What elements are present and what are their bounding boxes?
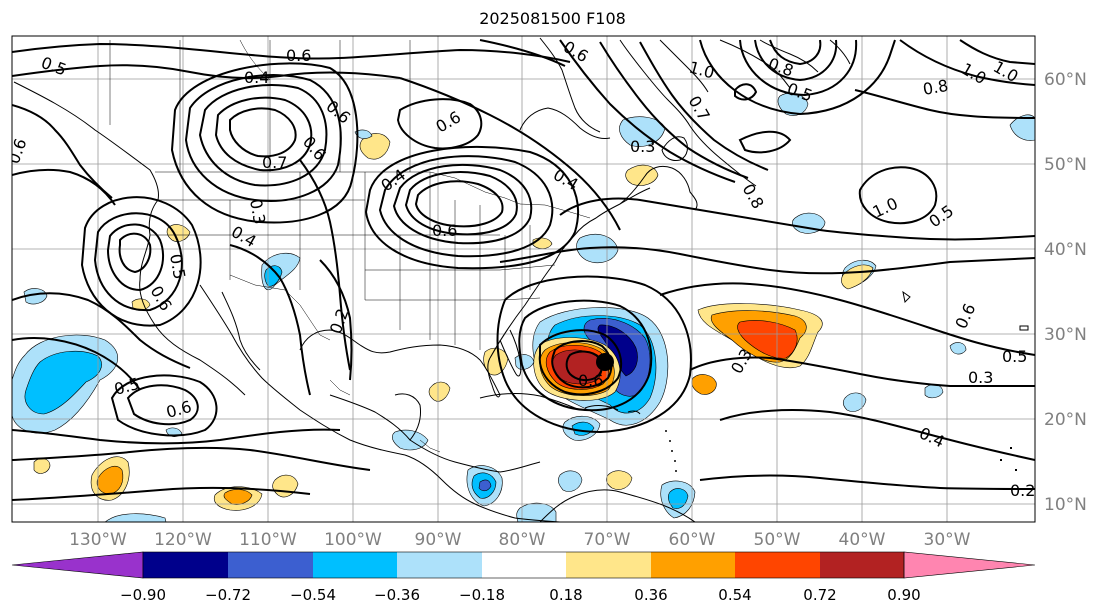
contour-label: 0.8 xyxy=(921,76,949,99)
colorbar-tick-label: 0.18 xyxy=(549,586,582,604)
contour-label: 0.7 xyxy=(262,153,287,172)
colorbar-tick-label: −0.54 xyxy=(290,586,336,604)
colorbar-swatch xyxy=(566,552,651,578)
blue-anomaly-region xyxy=(24,350,102,415)
blue-anomaly-region xyxy=(949,342,967,355)
colorbar xyxy=(11,551,1036,579)
red-anomaly-region xyxy=(359,133,391,160)
blue-anomaly-region xyxy=(558,470,583,492)
colorbar-tick-labels: −0.90 −0.72 −0.54 −0.36 −0.18 0.18 0.36 … xyxy=(120,586,921,604)
lon-label: 30°W xyxy=(924,530,971,550)
map-frame xyxy=(11,35,1036,523)
contour-label: 0.6 xyxy=(286,46,311,65)
lat-label: 40°N xyxy=(1044,240,1087,260)
blue-anomaly-region xyxy=(264,265,283,287)
lon-label: 50°W xyxy=(754,530,801,550)
longitude-labels: 130°W 120°W 110°W 100°W 90°W 80°W 70°W 6… xyxy=(69,530,971,550)
blue-anomaly-region xyxy=(478,479,492,492)
lon-label: 80°W xyxy=(499,530,546,550)
colorbar-swatch xyxy=(143,552,228,578)
lon-label: 70°W xyxy=(584,530,631,550)
colorbar-swatch xyxy=(820,552,904,578)
blue-anomaly-region xyxy=(104,513,167,522)
blue-anomaly-region xyxy=(842,392,867,412)
colorbar-swatch xyxy=(313,552,397,578)
storm-center-marker xyxy=(596,353,614,371)
lat-label: 20°N xyxy=(1044,410,1087,430)
lon-label: 130°W xyxy=(69,530,127,550)
blue-anomaly-region xyxy=(516,502,557,522)
contour-label: 0.3 xyxy=(630,137,655,156)
red-anomaly-region xyxy=(96,466,124,495)
red-anomaly-region xyxy=(223,489,253,505)
blue-anomaly-region xyxy=(668,488,689,509)
colorbar-tick-label: −0.72 xyxy=(205,586,251,604)
lon-label: 100°W xyxy=(324,530,382,550)
colorbar-swatch xyxy=(735,552,820,578)
lon-label: 110°W xyxy=(239,530,297,550)
colorbar-swatch xyxy=(651,552,735,578)
lon-label: 40°W xyxy=(839,530,886,550)
latitude-labels: 60°N 50°N 40°N 30°N 20°N 10°N xyxy=(1044,70,1087,515)
contour-lines xyxy=(12,39,1035,501)
colorbar-extend-high xyxy=(903,551,1036,579)
blue-anomaly-region xyxy=(354,129,373,139)
colorbar-frame xyxy=(142,551,905,579)
contour-label: 0.3 xyxy=(246,197,269,225)
lat-label: 30°N xyxy=(1044,325,1087,345)
map-area: 0.5 0.6 0.4 0.6 0.7 0.6 0.3 0.4 0.5 0.6 … xyxy=(12,36,1035,522)
lon-label: 90°W xyxy=(415,530,462,550)
red-anomaly-region xyxy=(691,374,717,395)
contour-label: 0.3 xyxy=(968,368,993,387)
contour-label: 0.6 xyxy=(578,371,603,390)
lon-label: 120°W xyxy=(154,530,212,550)
colorbar-extend-low xyxy=(11,551,144,579)
red-anomaly-region xyxy=(428,381,451,402)
contour-label: 0.4 xyxy=(244,68,269,87)
lat-label: 10°N xyxy=(1044,495,1087,515)
map-title: 2025081500 F108 xyxy=(479,9,626,28)
lon-label: 60°W xyxy=(669,530,716,550)
colorbar-tick-label: 0.72 xyxy=(803,586,836,604)
gridlines xyxy=(12,36,1035,522)
colorbar-tick-label: 0.36 xyxy=(634,586,667,604)
colorbar-swatch xyxy=(482,552,566,578)
colorbar-swatch xyxy=(228,552,313,578)
colorbar-tick-label: −0.90 xyxy=(120,586,166,604)
contour-label: 0.6 xyxy=(432,221,457,240)
contour-label: 0.5 xyxy=(1002,347,1027,366)
contour-label: 0.2 xyxy=(1010,481,1035,500)
red-anomaly-region xyxy=(166,224,191,242)
colorbar-tick-label: 0.54 xyxy=(718,586,751,604)
colorbar-swatch xyxy=(397,552,482,578)
contour-label: 0.5 xyxy=(166,252,189,280)
lat-label: 60°N xyxy=(1044,70,1087,90)
colorbar-tick-label: 0.90 xyxy=(887,586,920,604)
colorbar-tick-label: −0.18 xyxy=(459,586,505,604)
coastlines xyxy=(13,37,1029,522)
blue-anomaly-region xyxy=(23,288,48,305)
lat-label: 50°N xyxy=(1044,155,1087,175)
colorbar-tick-label: −0.36 xyxy=(374,586,420,604)
